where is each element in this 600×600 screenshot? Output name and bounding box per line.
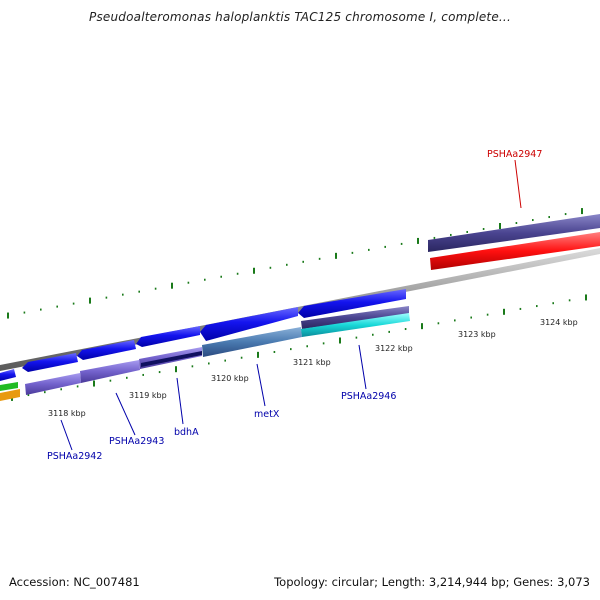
scale-labels: 3118 kbp 3119 kbp 3120 kbp 3121 kbp 3122…	[48, 318, 578, 418]
gene-label-metx[interactable]: metX	[254, 409, 280, 420]
gene-label-pshaa2947[interactable]: PSHAa2947	[487, 149, 542, 160]
gene-feature[interactable]	[0, 369, 16, 381]
gene-feature[interactable]	[298, 289, 406, 318]
gene-feature[interactable]	[80, 360, 140, 383]
gene-feature[interactable]	[428, 214, 600, 252]
leader-line	[60, 419, 73, 451]
gene-label-pshaa2942[interactable]: PSHAa2942	[47, 451, 102, 462]
gene-feature[interactable]	[0, 382, 18, 391]
gene-feature[interactable]	[202, 327, 302, 357]
gene-feature[interactable]	[301, 313, 410, 337]
sequence-summary: Topology: circular; Length: 3,214,944 bp…	[274, 575, 590, 589]
gene-feature[interactable]	[22, 353, 78, 372]
accession-label: Accession: NC_007481	[9, 575, 140, 589]
gene-feature[interactable]	[136, 326, 200, 347]
reverse-strand-track	[0, 232, 600, 401]
gene-feature[interactable]	[430, 232, 600, 270]
scale-label: 3118 kbp	[48, 409, 86, 418]
gene-label-bdha[interactable]: bdhA	[174, 427, 199, 438]
leader-line	[514, 159, 522, 209]
gene-label-pshaa2943[interactable]: PSHAa2943	[109, 436, 164, 447]
gene-feature[interactable]	[301, 306, 409, 329]
map-title: Pseudoalteromonas haloplanktis TAC125 ch…	[89, 10, 511, 24]
scale-label: 3121 kbp	[293, 358, 331, 367]
gene-feature[interactable]	[25, 373, 81, 395]
gene-feature[interactable]	[200, 307, 298, 341]
upper-tick-track	[7, 208, 583, 319]
gene-label-pshaa2946[interactable]: PSHAa2946	[341, 391, 396, 402]
forward-strand-track	[0, 214, 600, 381]
leader-line	[115, 392, 136, 436]
gene-feature[interactable]	[0, 389, 20, 401]
scale-label: 3123 kbp	[458, 330, 496, 339]
gene-feature[interactable]	[77, 340, 136, 360]
scale-label: 3124 kbp	[540, 318, 578, 327]
scale-label: 3120 kbp	[211, 374, 249, 383]
leader-line	[358, 344, 367, 390]
gene-labels: PSHAa2947 PSHAa2942 PSHAa2943 bdhA metX …	[47, 149, 542, 462]
leader-line	[176, 377, 184, 425]
scale-label: 3122 kbp	[375, 344, 413, 353]
gene-feature[interactable]	[141, 351, 202, 367]
scale-label: 3119 kbp	[129, 391, 167, 400]
gene-label-leaders	[60, 159, 522, 451]
leader-line	[256, 363, 266, 407]
